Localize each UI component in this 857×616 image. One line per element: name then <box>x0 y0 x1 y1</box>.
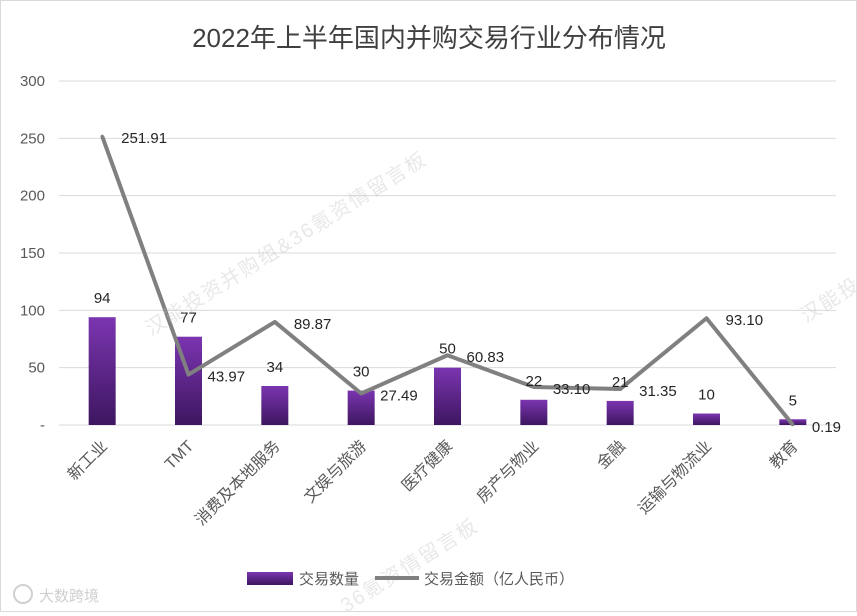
line-point <box>100 134 104 138</box>
bar-data-label: 77 <box>180 310 197 327</box>
x-tick-label: 运输与物流业 <box>635 437 716 518</box>
x-tick-label: 医疗健康 <box>398 437 456 495</box>
logo: 大数跨境 <box>13 584 99 605</box>
line-point <box>532 385 536 389</box>
line-point <box>618 387 622 391</box>
logo-text: 大数跨境 <box>39 587 99 605</box>
chart-title: 2022年上半年国内并购交易行业分布情况 <box>192 23 666 53</box>
line-point <box>187 373 190 377</box>
watermarks: 汉能投资并购组&36氪资情留言板汉能投 36氪资情留言板 <box>141 147 857 616</box>
x-tick-label: 新工业 <box>64 437 111 484</box>
line-data-label: 60.83 <box>467 349 505 366</box>
x-tick-label: 文娱与旅游 <box>301 437 370 506</box>
line-data-label: 89.87 <box>294 316 332 333</box>
legend-label: 交易金额（亿人民币） <box>424 570 574 588</box>
line-data-label: 43.97 <box>208 369 246 386</box>
y-tick-label: 100 <box>20 302 45 319</box>
y-tick-label: 200 <box>20 188 45 205</box>
bar <box>434 367 461 425</box>
line-point <box>359 391 363 395</box>
y-tick-label: 50 <box>28 360 45 377</box>
line-data-label: 251.91 <box>121 130 167 147</box>
watermark-text: 汉能投资并购组&36氪资情留言板 <box>141 147 431 340</box>
bar <box>520 399 548 425</box>
line-data-label: 0.19 <box>812 419 841 436</box>
x-tick-label: TMT <box>162 438 197 473</box>
x-tick-label: 金融 <box>594 437 629 472</box>
x-tick-label: 房产与物业 <box>473 437 542 506</box>
x-tick-label: 教育 <box>766 437 801 472</box>
bar-data-label: 22 <box>525 373 542 390</box>
bar-data-label: 34 <box>266 359 283 376</box>
x-tick-label: 消费及本地服务 <box>192 437 284 529</box>
line-series <box>100 134 795 427</box>
line-data-label: 93.10 <box>726 312 764 329</box>
y-tick-label: 300 <box>20 73 45 90</box>
bar <box>347 390 375 425</box>
logo-mark-icon <box>13 584 33 604</box>
line-point <box>791 423 795 427</box>
line-data-label: 31.35 <box>639 383 677 400</box>
bar <box>261 386 289 425</box>
y-tick-label: 250 <box>20 130 45 147</box>
legend-swatch-bar <box>247 572 293 585</box>
bar <box>693 413 720 425</box>
bar-data-label: 10 <box>698 387 715 404</box>
watermark-text: 汉能投 <box>796 273 856 327</box>
y-axis: - 50 100 150 200 250 300 <box>20 73 45 434</box>
bar-data-label: 21 <box>612 374 629 391</box>
legend: 交易数量 交易金额（亿人民币） <box>247 570 574 588</box>
line-data-label: 27.49 <box>380 387 418 404</box>
y-tick-label: - <box>40 417 45 434</box>
bar-data-label: 5 <box>789 392 797 409</box>
bar <box>606 400 634 425</box>
watermark-text: 36氪资情留言板 <box>336 514 482 611</box>
bar <box>88 317 116 425</box>
line-point <box>705 316 708 320</box>
line-point <box>273 320 277 324</box>
data-labels: 94 77 34 30 50 22 21 10 5 251.91 43.97 89.87 27.49 60… <box>94 130 841 436</box>
bar-data-label: 94 <box>94 290 111 307</box>
line-point <box>446 353 449 357</box>
line-data-label: 33.10 <box>553 381 591 398</box>
legend-label: 交易数量 <box>299 570 359 588</box>
bar-data-label: 30 <box>353 364 370 381</box>
y-tick-label: 150 <box>20 245 45 262</box>
bar-data-label: 50 <box>439 341 456 358</box>
